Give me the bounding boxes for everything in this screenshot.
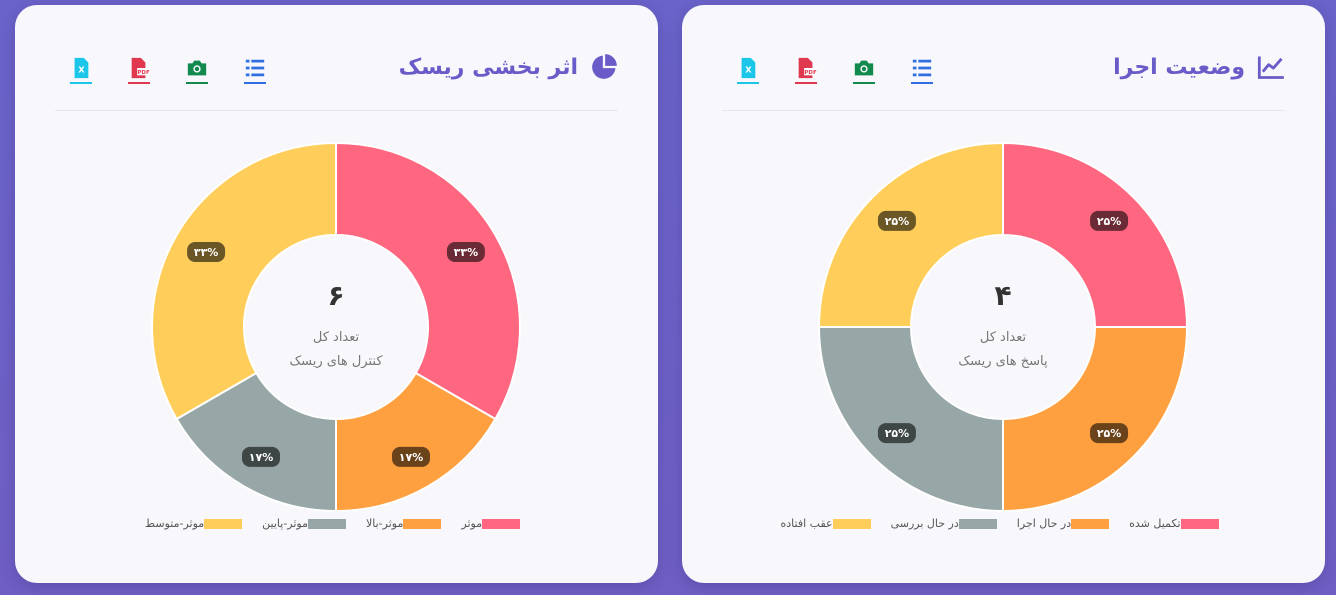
card-header: وضعیت اجرا X PDF [722, 45, 1285, 111]
export-pdf-button[interactable]: PDF [127, 57, 151, 85]
legend-item[interactable]: تکمیل شده [1129, 517, 1226, 530]
legend-label: موثر-متوسط [144, 517, 205, 530]
legend-label: تکمیل شده [1129, 517, 1181, 530]
data-label-text: ۳۳% [454, 246, 478, 259]
center-value: ۴ [994, 279, 1011, 312]
svg-text:X: X [745, 65, 752, 75]
data-labels: ۲۵% ۲۵% ۲۵% ۲۵% [877, 210, 1129, 444]
chart-toolbar: X PDF [736, 57, 934, 85]
svg-text:PDF: PDF [137, 70, 150, 76]
slice-4[interactable] [817, 141, 1004, 328]
donut-chart: ۳۳% ۱۷% ۱۷% ۳۳% ۶ تعداد کل کنترل های ریسک [151, 141, 521, 513]
legend-swatch [482, 518, 521, 529]
chart-legend: موثر موثر-بالا موثر-پایین موثر-متوسط [15, 517, 658, 530]
data-label-text: ۳۳% [194, 246, 218, 259]
center-value: ۶ [327, 279, 344, 312]
slice-1[interactable] [335, 141, 521, 421]
legend-item[interactable]: در حال اجرا [1017, 517, 1117, 530]
card-title: وضعیت اجرا [1113, 53, 1285, 81]
data-label-text: ۱۷% [399, 451, 423, 464]
legend-item[interactable]: موثر [461, 517, 528, 530]
legend-label: در حال بررسی [890, 517, 959, 530]
legend-label: موثر-پایین [262, 517, 308, 530]
legend-swatch [958, 518, 997, 529]
data-list-button[interactable] [910, 57, 934, 85]
legend-swatch [204, 518, 243, 529]
screenshot-button[interactable] [852, 57, 876, 85]
data-list-button[interactable] [243, 57, 267, 85]
card-header: اثر بخشی ریسک X PDF [55, 45, 618, 111]
camera-icon [854, 60, 874, 76]
center-label-1: تعداد کل [980, 330, 1027, 345]
slice-2[interactable] [1002, 326, 1189, 513]
screenshot-button[interactable] [185, 57, 209, 85]
data-label: ۲۵% [877, 423, 916, 444]
export-excel-button[interactable]: X [736, 57, 760, 85]
data-label-text: ۲۵% [1097, 427, 1121, 440]
legend-swatch [1071, 518, 1110, 529]
center-label-1: تعداد کل [313, 330, 360, 345]
legend-label: عقب افتاده [780, 517, 833, 530]
data-label: ۲۵% [877, 210, 916, 231]
export-pdf-button[interactable]: PDF [794, 57, 818, 85]
list-icon [912, 59, 932, 77]
legend-label: موثر-بالا [366, 517, 404, 530]
excel-icon: X [741, 57, 756, 79]
data-label: ۲۵% [1090, 210, 1129, 231]
legend-item[interactable]: عقب افتاده [781, 517, 879, 530]
export-excel-button[interactable]: X [69, 57, 93, 85]
excel-icon: X [74, 57, 89, 79]
data-label-text: ۲۵% [885, 215, 909, 228]
chart-legend: تکمیل شده در حال اجرا در حال بررسی عقب افتا… [682, 517, 1325, 530]
data-label: ۲۵% [1090, 423, 1129, 444]
data-labels: ۳۳% ۱۷% ۱۷% ۳۳% [187, 242, 485, 467]
data-label: ۱۷% [392, 446, 430, 467]
center-label-2: کنترل های ریسک [289, 354, 383, 369]
slices [817, 141, 1189, 513]
data-label: ۳۳% [446, 242, 485, 262]
svg-text:X: X [78, 65, 85, 75]
pie-chart-icon [592, 54, 617, 79]
data-label: ۳۳% [187, 242, 226, 262]
legend-swatch [403, 518, 442, 529]
legend-swatch [832, 518, 871, 529]
legend-label: در حال اجرا [1016, 517, 1072, 530]
pdf-icon: PDF [131, 57, 150, 79]
center-label-2: پاسخ های ریسک [958, 354, 1048, 369]
legend-swatch [308, 518, 346, 529]
data-label-text: ۲۵% [1097, 215, 1121, 228]
pdf-icon: PDF [798, 57, 817, 79]
slices [151, 141, 521, 513]
slice-3[interactable] [175, 371, 337, 513]
risk-effectiveness-card: اثر بخشی ریسک X PDF ۳۳% ۱۷% ۱۷% ۳۳% ۶ تعداد ک… [15, 5, 658, 583]
slice-2[interactable] [335, 371, 497, 513]
card-title-text: اثر بخشی ریسک [398, 54, 578, 80]
donut-chart: ۲۵% ۲۵% ۲۵% ۲۵% ۴ تعداد کل پاسخ های ریسک [817, 141, 1189, 513]
legend-item[interactable]: موثر-بالا [366, 517, 449, 530]
execution-status-card: وضعیت اجرا X PDF ۲۵% ۲۵% ۲۵% ۲۵% ۴ تعداد کل پا… [682, 5, 1325, 583]
chart-toolbar: X PDF [69, 57, 267, 85]
line-chart-icon [1257, 56, 1284, 79]
camera-icon [187, 60, 207, 76]
legend-item[interactable]: در حال بررسی [891, 517, 1005, 530]
data-label-text: ۱۷% [249, 451, 273, 464]
data-label-text: ۲۵% [885, 427, 909, 440]
slice-3[interactable] [817, 326, 1004, 513]
slice-1[interactable] [1002, 141, 1189, 328]
legend-item[interactable]: موثر-متوسط [145, 517, 250, 530]
list-icon [245, 59, 265, 77]
card-title-text: وضعیت اجرا [1113, 54, 1245, 80]
card-title: اثر بخشی ریسک [399, 53, 618, 81]
legend-item[interactable]: موثر-پایین [262, 517, 354, 530]
data-label: ۱۷% [242, 446, 280, 467]
legend-swatch [1180, 518, 1219, 529]
svg-text:PDF: PDF [804, 70, 817, 76]
slice-4[interactable] [151, 141, 337, 421]
legend-label: موثر [461, 517, 483, 530]
